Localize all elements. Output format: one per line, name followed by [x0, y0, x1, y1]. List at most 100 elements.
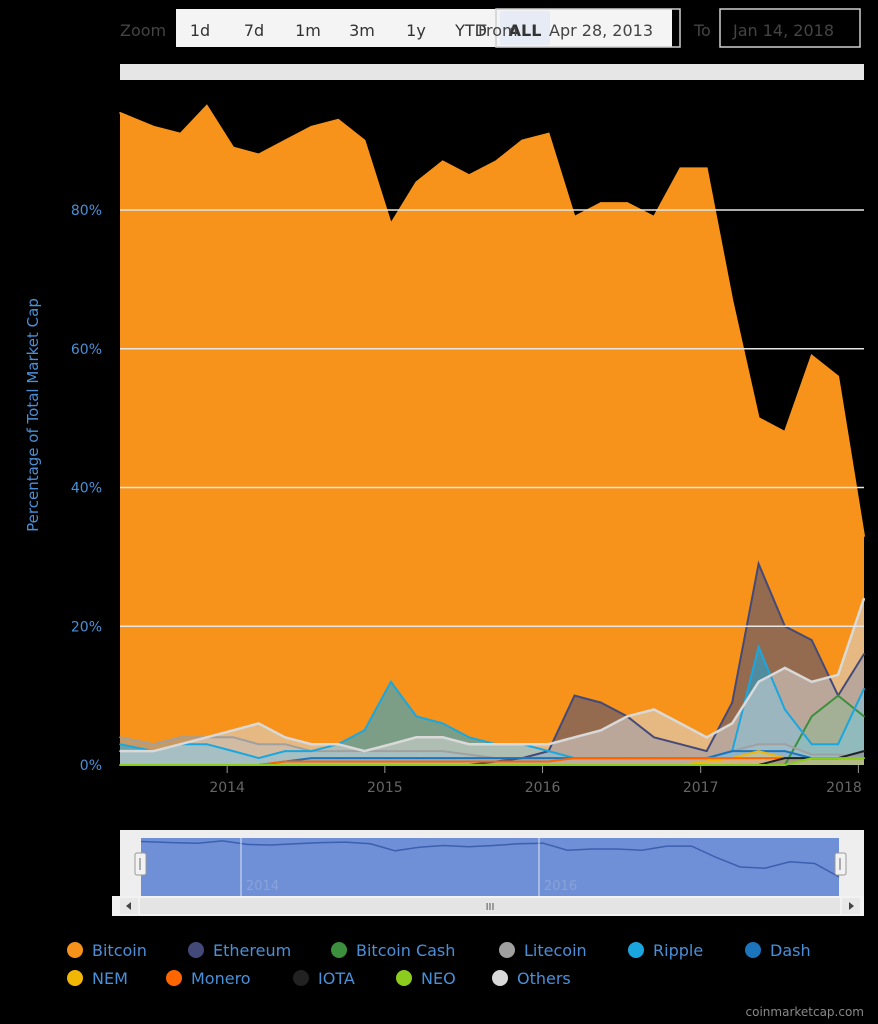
legend-swatch-others — [492, 970, 508, 986]
point-others-2017-01 — [705, 736, 708, 739]
point-bitcoin-2015-11 — [521, 139, 523, 142]
point-neo-2015-11 — [521, 764, 523, 766]
zoom-button-3m[interactable]: 3m — [349, 21, 375, 40]
navigator-label-2016: 2016 — [544, 879, 577, 894]
point-neo-2016-03 — [573, 764, 576, 766]
zoom-button-bg-all — [500, 11, 550, 45]
to-date-box — [719, 8, 861, 48]
legend-item-bitcoin[interactable]: Bitcoin — [92, 941, 147, 960]
legend-item-litecoin[interactable]: Litecoin — [524, 941, 587, 960]
point-others-2017-05 — [757, 681, 760, 683]
point-ethereum-2016-05 — [600, 701, 602, 704]
point-neo-2013-07 — [152, 764, 155, 766]
point-dash-2015-01 — [390, 757, 392, 759]
point-ripple-2016-01 — [547, 750, 550, 752]
point-neo-2015-07 — [468, 764, 470, 766]
legend-item-monero[interactable]: Monero — [191, 969, 251, 988]
to-label: To — [693, 21, 711, 40]
legend-swatch-litecoin — [499, 942, 515, 958]
legend-item-ripple[interactable]: Ripple — [653, 941, 703, 960]
y-tick-label: 80% — [71, 203, 102, 219]
point-others-2014-07 — [310, 743, 313, 745]
point-bitcoin-2016-07 — [626, 202, 628, 204]
point-bitcoin-2017-11 — [837, 375, 839, 378]
point-bitcoin-2017-01 — [705, 167, 708, 170]
legend-item-ethereum[interactable]: Ethereum — [213, 941, 291, 960]
point-litecoin-2014-01 — [232, 736, 234, 739]
legend-swatch-bitcoin-cash — [331, 942, 347, 958]
point-others-2014-01 — [232, 729, 234, 732]
point-ripple-2018-01 — [863, 687, 865, 690]
point-monero-2015-01 — [390, 760, 392, 763]
zoom-button-7d[interactable]: 7d — [244, 21, 264, 40]
point-others-2013-11 — [206, 736, 208, 739]
from-date-input[interactable]: Apr 28, 2013 — [549, 21, 653, 40]
series-area-bitcoin — [120, 105, 864, 765]
point-dash-2015-11 — [521, 757, 523, 759]
scrollbar[interactable]: III — [112, 896, 864, 916]
legend-item-neo[interactable]: NEO — [421, 969, 456, 988]
point-ripple-2017-05 — [757, 646, 760, 648]
x-tick-label: 2014 — [209, 780, 245, 796]
point-neo-2016-07 — [626, 764, 628, 766]
point-neo-2017-01 — [705, 764, 708, 766]
legend-item-bitcoin-cash[interactable]: Bitcoin Cash — [356, 941, 455, 960]
scrollbar-thumb[interactable] — [140, 898, 840, 914]
point-neo-2016-11 — [679, 764, 682, 766]
point-others-2016-05 — [600, 729, 602, 732]
legend-item-dash[interactable]: Dash — [770, 941, 811, 960]
point-others-2015-11 — [521, 743, 523, 745]
scroll-right-arrow-icon — [849, 902, 854, 910]
point-litecoin-2017-07 — [784, 743, 786, 745]
point-others-2017-09 — [810, 681, 813, 683]
point-bitcoin-2015-05 — [441, 160, 444, 163]
zoom-button-1d[interactable]: 1d — [190, 21, 210, 40]
point-ethereum-2017-03 — [731, 701, 733, 704]
zoom-button-all[interactable]: ALL — [509, 21, 542, 40]
point-monero-2015-09 — [495, 760, 497, 763]
legend-item-others[interactable]: Others — [517, 969, 571, 988]
point-litecoin-2015-03 — [415, 750, 418, 752]
point-others-2017-03 — [731, 722, 733, 725]
legend-swatch-ethereum — [188, 942, 204, 958]
point-ethereum-2017-01 — [705, 750, 708, 752]
point-dash-2014-09 — [337, 757, 340, 759]
point-bitcoin-2013-07 — [152, 126, 155, 128]
point-ripple-2014-07 — [310, 750, 313, 752]
legend-item-nem[interactable]: NEM — [92, 969, 128, 988]
point-neo-2015-09 — [495, 764, 497, 766]
legend-item-iota[interactable]: IOTA — [318, 969, 355, 988]
point-litecoin-2017-09 — [810, 753, 813, 756]
point-monero-2014-05 — [284, 760, 286, 763]
point-others-2014-11 — [363, 750, 366, 752]
point-litecoin-2017-11 — [837, 753, 839, 756]
point-neo-2016-01 — [547, 764, 550, 766]
point-iota-2017-07 — [784, 757, 786, 759]
point-others-2016-03 — [573, 736, 576, 739]
x-tick-label: 2017 — [683, 780, 719, 796]
point-neo-2015-05 — [441, 764, 444, 766]
point-monero-2015-11 — [521, 760, 523, 763]
point-others-2016-11 — [679, 722, 682, 725]
zoom-button-group — [176, 9, 672, 47]
legend-swatch-ripple — [628, 942, 644, 958]
to-date-input[interactable]: Jan 14, 2018 — [732, 21, 834, 40]
point-nem-2017-01 — [705, 760, 708, 763]
navigator-selection[interactable] — [141, 838, 839, 896]
point-litecoin-2014-05 — [284, 743, 286, 745]
point-neo-2017-03 — [731, 764, 733, 766]
point-others-2016-09 — [653, 708, 655, 711]
point-ethereum-2016-03 — [573, 694, 576, 697]
zoom-button-ytd[interactable]: YTD — [454, 21, 487, 40]
scroll-left-arrow-icon — [126, 902, 131, 910]
point-monero-2015-05 — [441, 760, 444, 763]
point-ripple-2015-03 — [415, 715, 418, 718]
zoom-button-1m[interactable]: 1m — [295, 21, 321, 40]
point-bitcoin-2013-05 — [119, 112, 121, 114]
point-monero-2014-11 — [363, 760, 366, 763]
navigator[interactable]: 2014 2016 — [120, 830, 864, 900]
point-monero-2016-03 — [573, 757, 576, 759]
legend-swatch-nem — [67, 970, 83, 986]
point-bitcoin-2017-05 — [757, 417, 760, 419]
zoom-button-1y[interactable]: 1y — [406, 21, 426, 40]
